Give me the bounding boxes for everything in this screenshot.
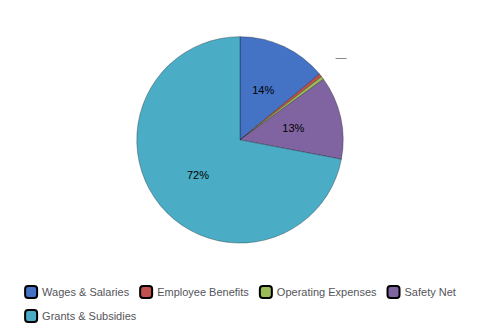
svg-text:Operating Expenses: Operating Expenses: [277, 286, 377, 298]
svg-text:—: —: [335, 51, 347, 65]
svg-text:Grants & Subsidies: Grants & Subsidies: [42, 310, 137, 322]
svg-text:14%: 14%: [252, 84, 274, 96]
svg-text:Safety Net: Safety Net: [405, 286, 456, 298]
svg-text:13%: 13%: [282, 122, 304, 134]
svg-text:Employee Benefits: Employee Benefits: [157, 286, 249, 298]
svg-text:Wages & Salaries: Wages & Salaries: [42, 286, 130, 298]
svg-text:72%: 72%: [187, 169, 209, 181]
